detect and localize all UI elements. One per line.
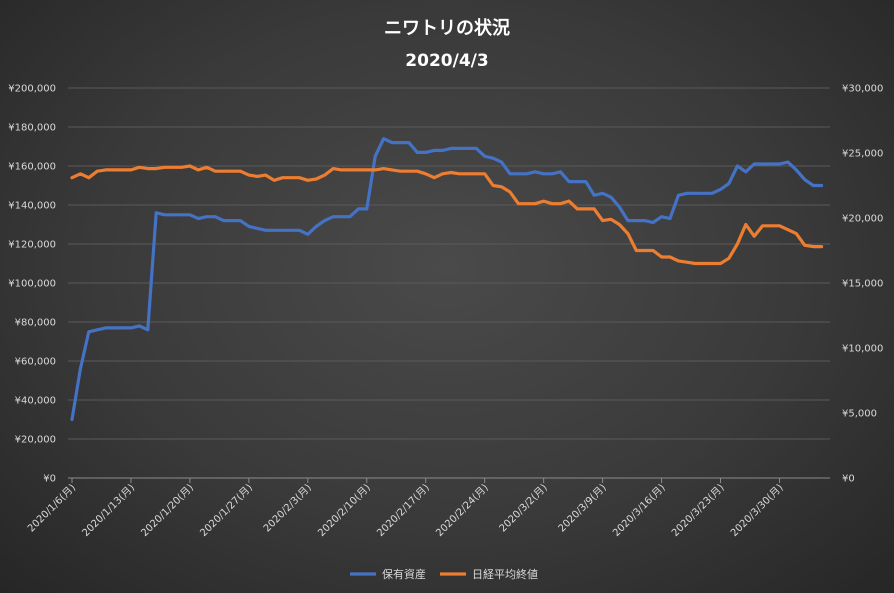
x-tick-label: 2020/1/6(月) <box>25 482 78 535</box>
y-right-tick-label: ¥20,000 <box>842 214 883 225</box>
gridlines <box>68 87 830 479</box>
chart-subtitle: 2020/4/3 <box>405 51 488 71</box>
y-left-tick-label: ¥60,000 <box>15 357 56 368</box>
series-line-assets <box>70 137 824 422</box>
x-tick-label: 2020/2/3(月) <box>261 482 314 535</box>
x-tick-label: 2020/1/27(月) <box>198 482 255 539</box>
y-left-tick-label: ¥20,000 <box>15 435 56 446</box>
y-right-tick-label: ¥15,000 <box>842 279 883 290</box>
x-tick-label: 2020/2/17(月) <box>375 482 432 539</box>
legend-label: 保有資産 <box>382 567 426 581</box>
legend-label: 日経平均終値 <box>472 567 538 581</box>
y-axis-right: ¥0 ¥5,000 ¥10,000 ¥15,000 ¥20,000 ¥25,000 ¥30,… <box>842 84 883 485</box>
x-tick-label: 2020/2/24(月) <box>433 482 490 539</box>
x-tick-label: 2020/3/9(月) <box>556 482 609 535</box>
series-line-nikkei <box>70 164 824 266</box>
y-left-tick-label: ¥200,000 <box>8 84 56 95</box>
y-right-tick-label: ¥0 <box>842 474 855 485</box>
series-lines <box>70 137 824 422</box>
y-left-tick-label: ¥120,000 <box>8 240 56 251</box>
x-tick-label: 2020/3/2(月) <box>497 482 550 535</box>
x-axis: 2020/1/6(月) 2020/1/13(月) 2020/1/20(月) 2020/… <box>25 477 830 539</box>
chart-title: ニワトリの状況 <box>384 17 510 39</box>
y-left-tick-label: ¥100,000 <box>8 279 56 290</box>
y-right-tick-label: ¥5,000 <box>842 409 877 420</box>
y-left-tick-label: ¥80,000 <box>15 318 56 329</box>
x-tick-label: 2020/2/10(月) <box>316 482 373 539</box>
x-tick-label: 2020/3/30(月) <box>728 482 785 539</box>
x-tick-label: 2020/1/20(月) <box>139 482 196 539</box>
y-left-tick-label: ¥0 <box>43 474 56 485</box>
x-tick-label: 2020/3/16(月) <box>610 482 667 539</box>
y-axis-left: ¥0 ¥20,000 ¥40,000 ¥60,000 ¥80,000 ¥100,000 ¥1… <box>8 84 56 485</box>
y-right-tick-label: ¥10,000 <box>842 344 883 355</box>
y-left-tick-label: ¥40,000 <box>15 396 56 407</box>
x-tick-label: 2020/3/23(月) <box>669 482 726 539</box>
y-left-tick-label: ¥140,000 <box>8 201 56 212</box>
legend: 保有資産 日経平均終値 <box>350 567 538 581</box>
y-right-tick-label: ¥30,000 <box>842 84 883 95</box>
y-right-tick-label: ¥25,000 <box>842 149 883 160</box>
y-left-tick-label: ¥180,000 <box>8 123 56 134</box>
y-left-tick-label: ¥160,000 <box>8 162 56 173</box>
x-tick-label: 2020/1/13(月) <box>80 482 137 539</box>
